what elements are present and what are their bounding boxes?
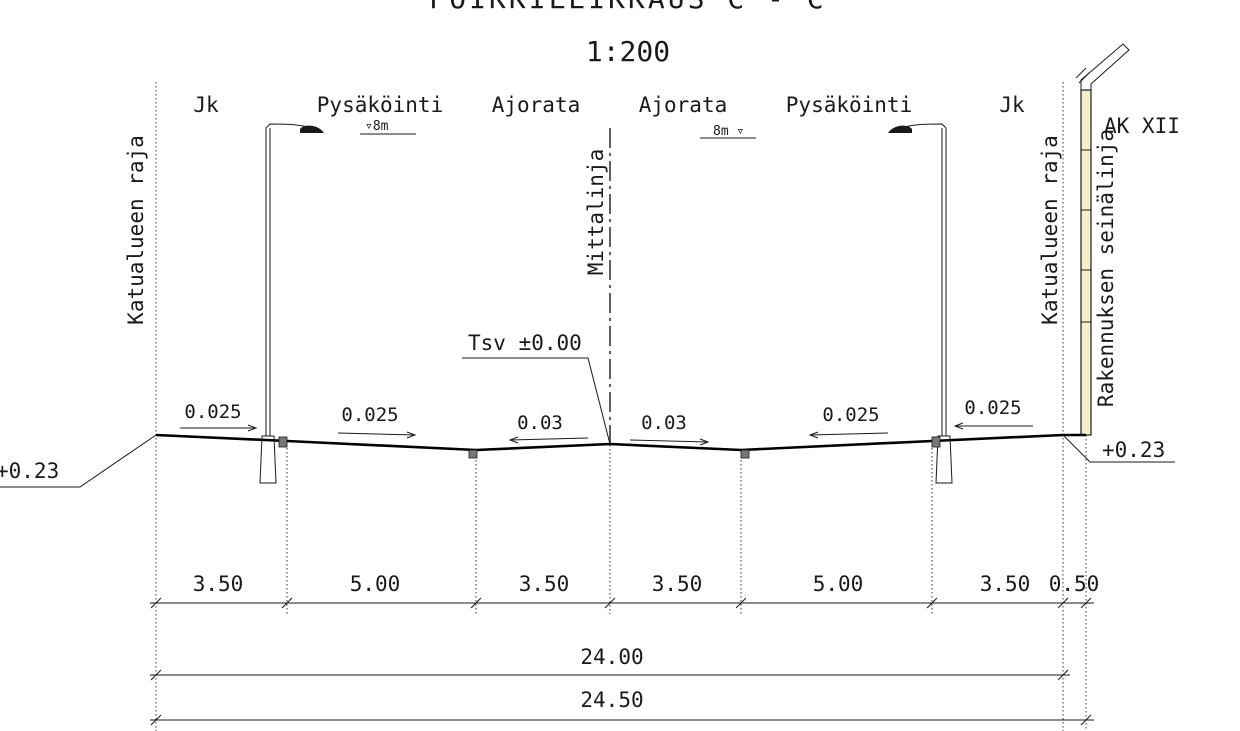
label-zone: AK XII [1104, 114, 1180, 138]
width-parking-left: 5.00 [350, 572, 401, 596]
dimension-overall: 24.50 [150, 688, 1094, 726]
svg-text:0.025: 0.025 [822, 404, 879, 426]
width-sidewalk-left: 3.50 [193, 572, 244, 596]
label-boundary-left: Katualueen raja [124, 135, 148, 325]
label-parking-right: Pysäköinti [786, 93, 912, 117]
ground-right-leader [1062, 434, 1175, 463]
width-building-strip: 0.50 [1049, 572, 1100, 596]
design-level-leader [462, 357, 611, 445]
width-road-right: 3.50 [652, 572, 703, 596]
svg-text:0.025: 0.025 [184, 401, 241, 423]
label-jk-left: Jk [193, 93, 219, 117]
label-road-right: Ajorata [639, 93, 728, 117]
width-sidewalk-right: 3.50 [980, 572, 1031, 596]
svg-text:0.025: 0.025 [341, 404, 398, 426]
slope-3: 0.03 [508, 412, 589, 444]
elevation-right: +0.23 [1102, 438, 1165, 462]
ground-left-leader [0, 434, 157, 488]
drawing-title: POIKKILEIKKAUS C - C [429, 0, 826, 15]
label-boundary-right: Katualueen raja [1038, 135, 1062, 325]
dimension-street-area: 24.00 [150, 645, 1070, 681]
slope-4: 0.03 [629, 412, 710, 446]
label-parking-left: Pysäköinti [317, 93, 443, 117]
elevation-left: +0.23 [0, 459, 59, 483]
svg-text:0.03: 0.03 [517, 412, 563, 434]
slope-2: 0.025 [337, 404, 417, 439]
parking-note-left: ▿8m [365, 119, 389, 134]
dimension-widths: 3.50 5.00 3.50 3.50 5.00 3.50 0.50 [150, 572, 1100, 609]
curb-left [468, 449, 478, 459]
curb-right [740, 449, 750, 459]
slope-5: 0.025 [808, 404, 889, 439]
drawing-scale: 1:200 [586, 35, 670, 68]
slope-6: 0.025 [953, 397, 1033, 430]
svg-text:0.025: 0.025 [964, 397, 1021, 419]
design-level-label: Tsv ±0.00 [468, 331, 582, 355]
slope-1: 0.025 [180, 401, 258, 432]
parking-note-right: 8m ▿ [713, 124, 744, 139]
street-light-right [888, 123, 953, 484]
label-road-left: Ajorata [492, 93, 581, 117]
total-overall: 24.50 [580, 688, 643, 712]
total-street-area: 24.00 [580, 645, 643, 669]
width-road-left: 3.50 [519, 572, 570, 596]
street-light-left [259, 123, 324, 484]
svg-text:0.03: 0.03 [641, 412, 687, 434]
label-centerline: Mittalinja [584, 149, 608, 275]
label-jk-right: Jk [999, 93, 1025, 117]
label-building-line: Rakennuksen seinälinja [1094, 129, 1118, 407]
width-parking-right: 5.00 [813, 572, 864, 596]
